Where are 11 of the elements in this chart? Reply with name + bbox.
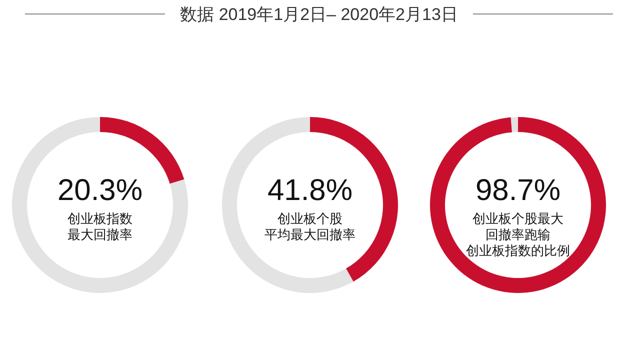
text: 最大回撤率 (68, 227, 132, 242)
text: 数据 2019年1月2日– 2020年2月13日 (180, 5, 458, 24)
text: 创业板个股最大 (472, 211, 564, 226)
text: 20.3% (57, 174, 143, 207)
text: 41.8% (267, 174, 353, 207)
text: 平均最大回撤率 (264, 227, 356, 242)
text: 98.7% (475, 174, 561, 207)
text: 回撤率跑输 (486, 227, 550, 242)
text: 创业板指数 (68, 211, 132, 226)
text: 创业板指数的比例 (466, 243, 570, 258)
text: 创业板个股 (278, 211, 342, 226)
